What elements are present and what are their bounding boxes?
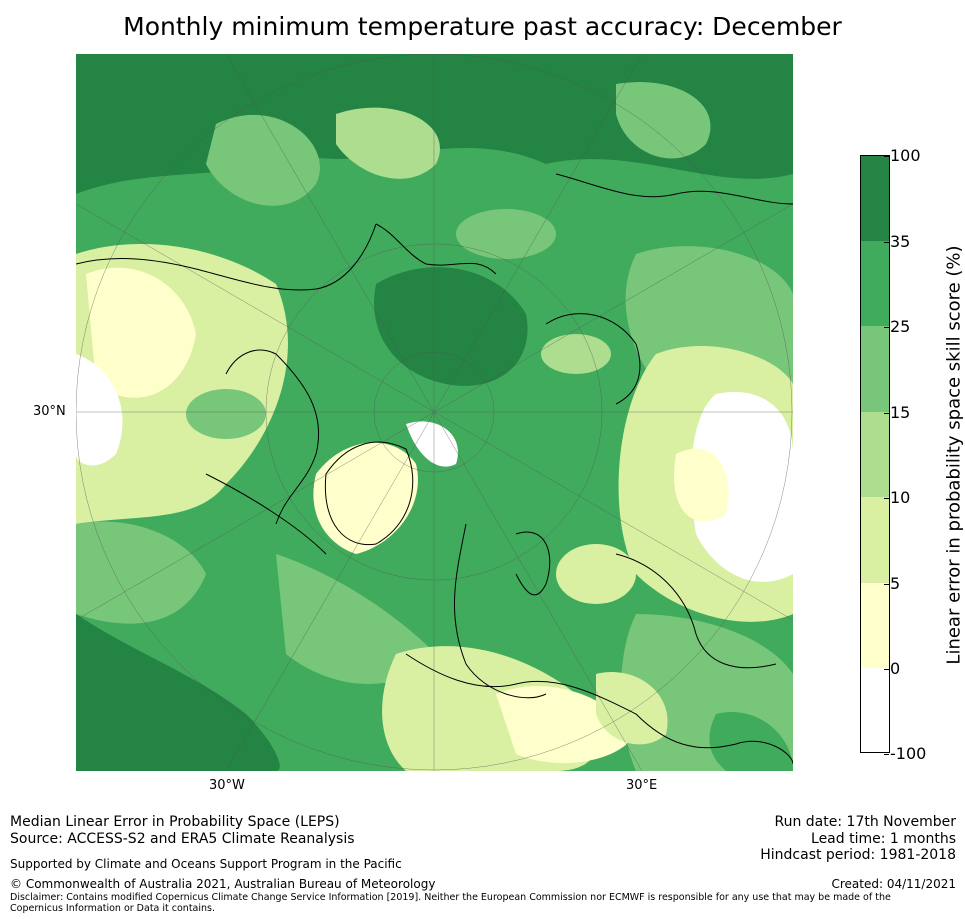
skill-region [76, 521, 206, 624]
skill-region [206, 114, 320, 206]
colorbar-tick-15: 15 [883, 403, 911, 422]
skill-region [313, 442, 418, 554]
copyright-text: © Commonwealth of Australia 2021, Austra… [10, 877, 436, 891]
lon-label-30e: 30°E [626, 778, 658, 793]
colorbar [860, 155, 890, 753]
support-text: Supported by Climate and Oceans Support … [10, 857, 402, 871]
skill-region [86, 267, 196, 398]
colorbar-tick-25: 25 [883, 317, 911, 336]
coastlines [76, 173, 793, 765]
lat-label-30n: 30°N [33, 404, 66, 419]
skill-region [186, 389, 266, 439]
colorbar-bin-25-35 [860, 241, 890, 326]
colorbar-bin-0-5 [860, 583, 890, 668]
disclaimer-text: Disclaimer: Contains modified Copernicus… [10, 892, 891, 914]
skill-region [456, 209, 556, 259]
colorbar-bin-35-100 [860, 155, 890, 241]
skill-region [76, 354, 123, 466]
colorbar-bin-15-25 [860, 326, 890, 412]
colorbar-tick-5: 5 [883, 574, 901, 593]
colorbar-tick-10: 10 [883, 488, 911, 507]
lead-time-text: Lead time: 1 months [811, 831, 956, 847]
colorbar-bin-10-15 [860, 412, 890, 497]
skill-region [616, 82, 711, 159]
map-title: Monthly minimum temperature past accurac… [123, 12, 842, 41]
skill-region [556, 544, 636, 604]
polar-map [76, 54, 793, 771]
colorbar-bin-5-10 [860, 497, 890, 583]
skill-region [691, 392, 793, 582]
colorbar-tick-0: 0 [883, 659, 901, 678]
colorbar-tick-100: 100 [884, 146, 921, 165]
hindcast-text: Hindcast period: 1981-2018 [760, 847, 956, 863]
skill-region [674, 448, 729, 522]
method-text: Median Linear Error in Probability Space… [10, 814, 340, 830]
created-text: Created: 04/11/2021 [831, 877, 956, 891]
colorbar-tick-neg100: -100 [883, 744, 927, 763]
map-canvas [76, 54, 793, 771]
skill-region [406, 421, 458, 467]
graticule [76, 54, 793, 771]
skill-region [541, 334, 611, 374]
run-date-text: Run date: 17th November [774, 814, 957, 830]
skill-region [76, 614, 280, 771]
colorbar-title: Linear error in probability space skill … [943, 245, 965, 665]
skill-region [336, 107, 440, 179]
lon-label-30w: 30°W [209, 778, 245, 793]
skill-region [374, 267, 528, 386]
colorbar-bin-neg100-0 [860, 668, 890, 753]
source-text: Source: ACCESS-S2 and ERA5 Climate Reana… [10, 831, 355, 847]
skill-region [276, 554, 436, 684]
colorbar-tick-35: 35 [883, 232, 911, 251]
